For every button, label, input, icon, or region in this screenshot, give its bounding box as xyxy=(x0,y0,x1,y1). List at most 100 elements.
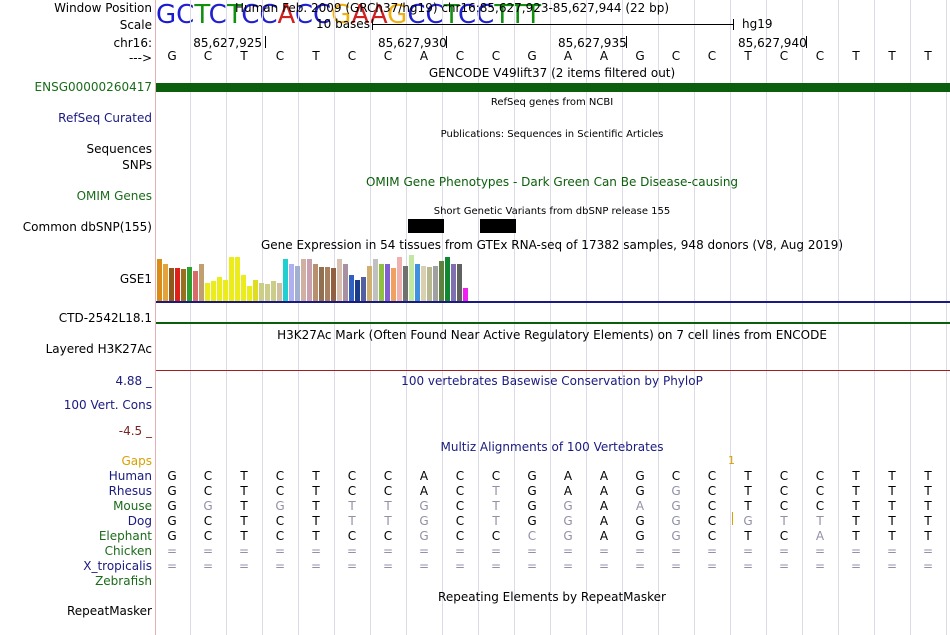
phylop-logo[interactable]: GCTCTCCACCGAAGCCTCCTTT xyxy=(156,0,950,30)
alignment.mouse-base: T xyxy=(888,499,896,513)
ruler-tick xyxy=(446,36,447,48)
ruler-tick-label: 85,627,940 xyxy=(738,36,807,50)
alignment.mouse-base: T xyxy=(240,499,248,513)
alignment.chicken-base: = xyxy=(742,544,754,558)
gtex-tissue-bar[interactable] xyxy=(217,276,223,301)
gtex-tissue-bar[interactable] xyxy=(367,265,373,301)
gtex-tissue-bar[interactable] xyxy=(223,279,229,301)
label-mouse: Mouse xyxy=(113,499,152,513)
gtex-tissue-bar[interactable] xyxy=(445,257,451,301)
gtex-tissue-bar[interactable] xyxy=(241,274,247,301)
alignment.chicken-base: = xyxy=(598,544,610,558)
multiz-title: Multiz Alignments of 100 Vertebrates xyxy=(440,440,664,454)
sequence-base: T xyxy=(924,49,932,63)
gtex-bar-chart[interactable] xyxy=(156,254,536,301)
gtex-tissue-bar[interactable] xyxy=(385,264,391,301)
gtex-tissue-bar[interactable] xyxy=(325,267,331,301)
gtex-tissue-bar[interactable] xyxy=(259,283,265,301)
label-refseq[interactable]: RefSeq Curated xyxy=(58,111,152,125)
scale-bar-left-tick xyxy=(372,19,373,30)
gtex-tissue-bar[interactable] xyxy=(199,264,205,301)
gtex-tissue-bar[interactable] xyxy=(421,265,427,301)
gtex-tissue-bar[interactable] xyxy=(271,281,277,301)
base-gridline xyxy=(838,0,839,635)
refseq-title: RefSeq genes from NCBI xyxy=(490,97,614,108)
alignment.mouse-base: G xyxy=(671,499,681,513)
label-dbsnp[interactable]: Common dbSNP(155) xyxy=(22,220,152,234)
alignment.mouse-base: C xyxy=(815,499,825,513)
gtex-tissue-bar[interactable] xyxy=(181,269,187,301)
gtex-tissue-bar[interactable] xyxy=(331,268,337,301)
gtex-tissue-bar[interactable] xyxy=(373,259,379,301)
alignment.dog-base: T xyxy=(780,514,788,528)
gtex-tissue-bar[interactable] xyxy=(265,284,271,301)
gencode-transcript-bar[interactable] xyxy=(156,83,950,92)
sequence-base: C xyxy=(455,469,465,483)
gtex-tissue-bar[interactable] xyxy=(253,280,259,301)
label-gse1[interactable]: GSE1 xyxy=(119,272,152,286)
label-sequences[interactable]: Sequences xyxy=(86,142,152,156)
label-snps[interactable]: SNPs xyxy=(122,158,152,172)
ruler-tick xyxy=(626,36,627,48)
dbsnp-variant[interactable] xyxy=(480,219,516,233)
gtex-tissue-bar[interactable] xyxy=(175,268,181,301)
gtex-tissue-bar[interactable] xyxy=(229,257,235,301)
gtex-tissue-bar[interactable] xyxy=(463,287,469,301)
gtex-tissue-bar[interactable] xyxy=(295,265,301,301)
alignment.xtrop-base: = xyxy=(346,559,358,573)
gtex-tissue-bar[interactable] xyxy=(415,263,421,301)
alignment.chicken-base: = xyxy=(310,544,322,558)
gtex-tissue-bar[interactable] xyxy=(307,259,313,301)
gtex-tissue-bar[interactable] xyxy=(157,259,163,301)
label-cons[interactable]: 100 Vert. Cons xyxy=(63,398,152,412)
dbsnp-variant[interactable] xyxy=(408,219,444,233)
alignment.dog-base: C xyxy=(707,514,717,528)
gtex-tissue-bar[interactable] xyxy=(235,257,241,301)
gtex-tissue-bar[interactable] xyxy=(187,266,193,301)
gtex-tissue-bar[interactable] xyxy=(319,266,325,301)
alignment.dog-base: A xyxy=(599,514,609,528)
gse1-gene-line[interactable] xyxy=(156,301,950,303)
track-area[interactable]: Human Feb. 2009 (GRCh37/hg19) chr16:85,6… xyxy=(156,0,950,635)
alignment.rhesus-base: C xyxy=(275,484,285,498)
sequence-base: C xyxy=(815,49,825,63)
gtex-tissue-bar[interactable] xyxy=(169,267,175,301)
gtex-tissue-bar[interactable] xyxy=(457,263,463,301)
alignment.dog-base: C xyxy=(455,514,465,528)
gtex-tissue-bar[interactable] xyxy=(283,259,289,301)
label-gencode[interactable]: ENSG00000260417 xyxy=(34,80,152,94)
gtex-tissue-bar[interactable] xyxy=(313,263,319,301)
gtex-tissue-bar[interactable] xyxy=(451,263,457,301)
gtex-tissue-bar[interactable] xyxy=(397,257,403,301)
gtex-tissue-bar[interactable] xyxy=(247,285,253,301)
label-h3k27ac[interactable]: Layered H3K27Ac xyxy=(45,342,152,356)
gtex-tissue-bar[interactable] xyxy=(211,281,217,301)
label-ctd[interactable]: CTD-2542L18.1 xyxy=(58,311,152,325)
alignment.dog-base: T xyxy=(852,514,860,528)
label-omim[interactable]: OMIM Genes xyxy=(76,189,152,203)
scale-bar xyxy=(372,24,734,25)
gtex-tissue-bar[interactable] xyxy=(343,263,349,301)
gtex-tissue-bar[interactable] xyxy=(403,265,409,301)
gtex-tissue-bar[interactable] xyxy=(355,279,361,301)
gtex-tissue-bar[interactable] xyxy=(337,259,343,301)
gtex-tissue-bar[interactable] xyxy=(193,271,199,301)
alignment.rhesus-base: A xyxy=(599,484,609,498)
gtex-tissue-bar[interactable] xyxy=(439,261,445,301)
gtex-tissue-bar[interactable] xyxy=(301,259,307,301)
gtex-tissue-bar[interactable] xyxy=(409,254,415,301)
gtex-tissue-bar[interactable] xyxy=(277,283,283,301)
gtex-tissue-bar[interactable] xyxy=(289,263,295,301)
gtex-tissue-bar[interactable] xyxy=(361,276,367,301)
position-title: Human Feb. 2009 (GRCh37/hg19) chr16:85,6… xyxy=(234,1,670,15)
label-repeatmasker[interactable]: RepeatMasker xyxy=(66,604,152,618)
gtex-tissue-bar[interactable] xyxy=(433,265,439,301)
gtex-tissue-bar[interactable] xyxy=(391,268,397,301)
alignment.xtrop-base: = xyxy=(922,559,934,573)
ctd-gene-line[interactable] xyxy=(156,322,950,324)
gtex-tissue-bar[interactable] xyxy=(427,266,433,301)
gtex-tissue-bar[interactable] xyxy=(205,283,211,301)
gtex-tissue-bar[interactable] xyxy=(163,264,169,301)
gtex-tissue-bar[interactable] xyxy=(379,263,385,301)
gtex-tissue-bar[interactable] xyxy=(349,274,355,301)
